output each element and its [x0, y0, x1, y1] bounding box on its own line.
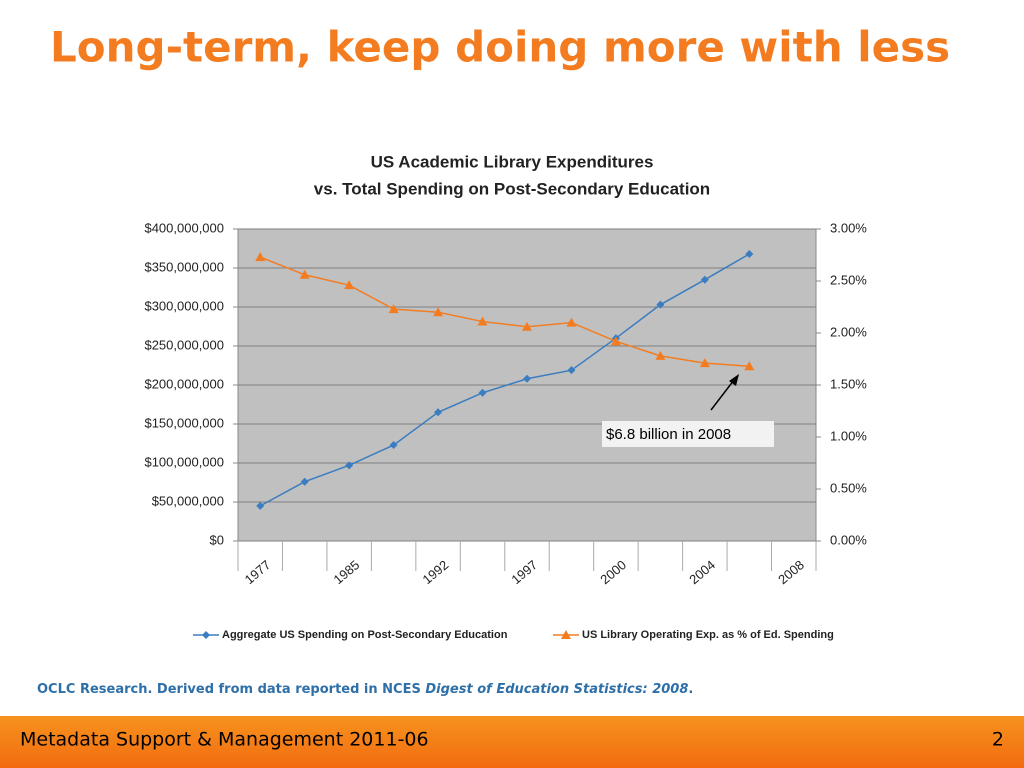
point: [388, 304, 399, 314]
point: [202, 631, 210, 639]
y2-tick-label: 3.00%: [830, 220, 867, 235]
y-tick-label: $400,000,000: [144, 220, 224, 235]
point: [477, 316, 488, 326]
point: [255, 252, 266, 262]
chart-title: US Academic Library Expenditures: [371, 152, 654, 171]
point: [389, 441, 398, 450]
annotation-box: [602, 421, 774, 447]
annotation: $6.8 billion in 2008: [606, 426, 731, 443]
legend-label: Aggregate US Spending on Post-Secondary …: [222, 629, 508, 641]
y-tick-label: $250,000,000: [144, 337, 224, 352]
y-tick-label: $350,000,000: [144, 259, 224, 274]
point: [478, 388, 487, 397]
point: [700, 275, 709, 284]
annotation-arrow: [710, 379, 735, 411]
y2-tick-label: 0.00%: [830, 532, 867, 547]
series-line: [259, 256, 750, 368]
point: [299, 269, 310, 279]
y2-tick-label: 2.50%: [830, 272, 867, 287]
x-tick-label: 1985: [331, 557, 363, 587]
source-text: OCLC Research. Derived from data reporte…: [37, 682, 425, 697]
y2-tick-label: 1.00%: [830, 428, 867, 443]
source-italic: Digest of Education Statistics: 2008: [425, 682, 688, 697]
footer-bar: [0, 716, 1024, 768]
point: [522, 321, 532, 331]
x-tick-label: 2000: [597, 557, 629, 587]
point: [523, 374, 531, 383]
source-note: OCLC Research. Derived from data reporte…: [37, 682, 693, 697]
x-tick-label: 1992: [419, 557, 451, 587]
point: [745, 249, 754, 258]
point: [561, 630, 571, 639]
slide-title: Long-term, keep doing more with less: [50, 23, 950, 72]
point: [610, 336, 621, 346]
y2-tick-label: 0.50%: [830, 480, 867, 495]
point: [433, 307, 444, 317]
series-line: [259, 253, 750, 507]
point: [656, 300, 665, 309]
y-tick-label: $100,000,000: [144, 454, 224, 469]
point: [655, 350, 666, 360]
source-end: .: [688, 682, 693, 697]
x-tick-label: 1997: [508, 557, 540, 587]
x-tick-label: 1977: [242, 557, 274, 587]
y2-tick-label: 1.50%: [830, 376, 867, 391]
y-tick-label: $200,000,000: [144, 376, 224, 391]
point: [256, 501, 265, 510]
page-number: 2: [992, 729, 1004, 751]
point: [344, 280, 355, 290]
y-tick-label: $300,000,000: [144, 298, 224, 313]
legend-label: US Library Operating Exp. as % of Ed. Sp…: [582, 629, 834, 641]
footer-text: Metadata Support & Management 2011-06: [20, 729, 429, 751]
chart-subtitle: vs. Total Spending on Post-Secondary Edu…: [314, 179, 710, 198]
x-tick-label: 2008: [775, 557, 807, 587]
y2-tick-label: 2.00%: [830, 324, 867, 339]
arrow-head: [729, 374, 739, 386]
point: [566, 317, 577, 327]
point: [300, 477, 309, 486]
point: [567, 366, 576, 375]
y-tick-label: $0: [210, 532, 224, 547]
point: [744, 361, 755, 371]
y-tick-label: $150,000,000: [144, 415, 224, 430]
y-tick-label: $50,000,000: [152, 493, 224, 508]
point: [699, 358, 710, 368]
point: [345, 461, 354, 470]
point: [434, 408, 443, 417]
x-tick-label: 2004: [686, 557, 718, 587]
